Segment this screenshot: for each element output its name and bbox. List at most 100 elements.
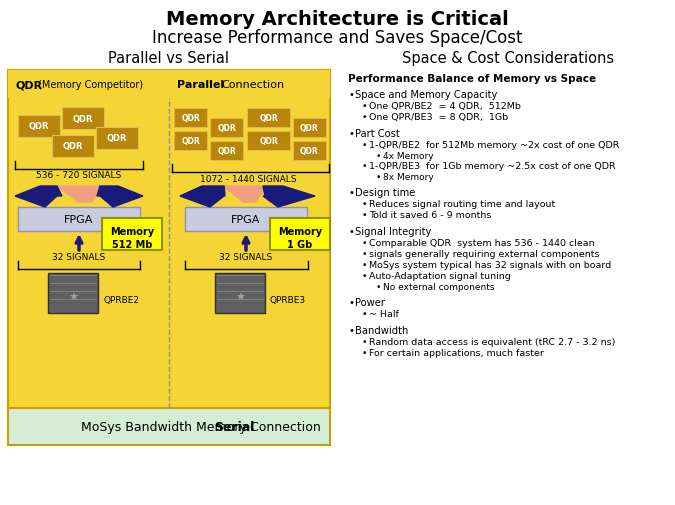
- Text: •: •: [348, 227, 354, 236]
- Text: •: •: [348, 297, 354, 308]
- FancyBboxPatch shape: [96, 128, 138, 149]
- Text: •: •: [362, 102, 367, 111]
- Polygon shape: [97, 187, 143, 196]
- Polygon shape: [180, 187, 225, 196]
- FancyBboxPatch shape: [8, 71, 330, 410]
- Text: 4x Memory: 4x Memory: [383, 152, 433, 161]
- Text: MoSys system typical has 32 signals with on board: MoSys system typical has 32 signals with…: [369, 261, 612, 270]
- Text: QDR: QDR: [107, 134, 128, 143]
- FancyBboxPatch shape: [270, 219, 330, 250]
- Polygon shape: [263, 196, 315, 208]
- Text: 1-QPR/BE3  for 1Gb memory ~2.5x cost of one QDR: 1-QPR/BE3 for 1Gb memory ~2.5x cost of o…: [369, 162, 616, 171]
- Text: QPRBE2: QPRBE2: [103, 296, 139, 305]
- Text: QDR: QDR: [29, 122, 49, 131]
- Text: No external components: No external components: [383, 282, 495, 291]
- Text: QDR: QDR: [300, 124, 319, 133]
- Polygon shape: [221, 187, 263, 203]
- Polygon shape: [15, 187, 62, 196]
- Text: •: •: [362, 113, 367, 122]
- Text: Connection: Connection: [246, 421, 321, 434]
- Text: Memory Architecture is Critical: Memory Architecture is Critical: [165, 10, 508, 28]
- Text: QDR: QDR: [15, 80, 42, 90]
- FancyBboxPatch shape: [210, 119, 243, 138]
- FancyBboxPatch shape: [18, 208, 140, 231]
- FancyBboxPatch shape: [18, 116, 60, 138]
- FancyBboxPatch shape: [293, 119, 326, 138]
- FancyBboxPatch shape: [8, 408, 330, 445]
- Text: Increase Performance and Saves Space/Cost: Increase Performance and Saves Space/Cos…: [152, 29, 522, 47]
- FancyBboxPatch shape: [185, 208, 307, 231]
- FancyBboxPatch shape: [174, 109, 207, 128]
- Text: •: •: [362, 238, 367, 247]
- Text: Signal Integrity: Signal Integrity: [355, 227, 431, 236]
- Text: 8x Memory: 8x Memory: [383, 173, 434, 182]
- Polygon shape: [15, 196, 57, 208]
- FancyBboxPatch shape: [247, 109, 290, 128]
- Text: Reduces signal routing time and layout: Reduces signal routing time and layout: [369, 199, 556, 209]
- Text: •: •: [362, 310, 367, 318]
- Text: (Memory Competitor): (Memory Competitor): [38, 80, 143, 90]
- Text: •: •: [362, 348, 367, 358]
- Text: ★: ★: [235, 292, 245, 302]
- FancyBboxPatch shape: [210, 142, 243, 161]
- Text: ★: ★: [68, 292, 78, 302]
- Text: Part Cost: Part Cost: [355, 129, 400, 139]
- Text: QDR: QDR: [259, 114, 278, 123]
- Text: Parallel vs Serial: Parallel vs Serial: [107, 50, 229, 65]
- Text: QDR: QDR: [63, 142, 83, 151]
- FancyBboxPatch shape: [247, 132, 290, 150]
- Polygon shape: [100, 196, 143, 208]
- Text: FPGA: FPGA: [64, 215, 94, 225]
- Text: For certain applications, much faster: For certain applications, much faster: [369, 348, 544, 358]
- Text: •: •: [362, 261, 367, 270]
- Text: Design time: Design time: [355, 188, 415, 197]
- Text: One QPR/BE2  = 4 QDR,  512Mb: One QPR/BE2 = 4 QDR, 512Mb: [369, 102, 521, 111]
- Text: QPRBE3: QPRBE3: [270, 296, 306, 305]
- Text: •: •: [348, 188, 354, 197]
- Text: Auto-Adaptation signal tuning: Auto-Adaptation signal tuning: [369, 272, 511, 280]
- Polygon shape: [57, 187, 100, 203]
- FancyBboxPatch shape: [293, 142, 326, 161]
- Text: QDR: QDR: [73, 114, 93, 123]
- Text: Power: Power: [355, 297, 385, 308]
- Text: Comparable QDR  system has 536 - 1440 clean: Comparable QDR system has 536 - 1440 cle…: [369, 238, 595, 247]
- Text: 1-QPR/BE2  for 512Mb memory ~2x cost of one QDR: 1-QPR/BE2 for 512Mb memory ~2x cost of o…: [369, 141, 620, 149]
- Polygon shape: [180, 196, 224, 208]
- Text: QDR: QDR: [217, 124, 236, 133]
- Text: Space & Cost Considerations: Space & Cost Considerations: [402, 50, 614, 65]
- Text: Bandwidth: Bandwidth: [355, 325, 408, 335]
- Text: 536 - 720 SIGNALS: 536 - 720 SIGNALS: [36, 171, 122, 180]
- Text: •: •: [362, 141, 367, 149]
- Text: Connection: Connection: [221, 80, 284, 90]
- Text: 32 SIGNALS: 32 SIGNALS: [53, 253, 105, 262]
- Text: •: •: [362, 272, 367, 280]
- Text: One QPR/BE3  = 8 QDR,  1Gb: One QPR/BE3 = 8 QDR, 1Gb: [369, 113, 508, 122]
- Text: •: •: [348, 325, 354, 335]
- Text: QDR: QDR: [181, 114, 200, 123]
- Text: MoSys Bandwidth Memory: MoSys Bandwidth Memory: [81, 421, 250, 434]
- FancyBboxPatch shape: [174, 132, 207, 150]
- Text: QDR: QDR: [259, 137, 278, 146]
- FancyBboxPatch shape: [8, 71, 330, 99]
- Text: QDR: QDR: [300, 147, 319, 156]
- Text: Random data access is equivalent (tRC 2.7 - 3.2 ns): Random data access is equivalent (tRC 2.…: [369, 337, 616, 346]
- Text: Serial: Serial: [214, 421, 254, 434]
- Text: •: •: [348, 129, 354, 139]
- Text: QDR: QDR: [181, 137, 200, 146]
- Text: •: •: [362, 337, 367, 346]
- FancyBboxPatch shape: [52, 136, 94, 158]
- Text: Memory: Memory: [110, 227, 154, 236]
- Text: •: •: [376, 282, 381, 291]
- Text: 512 Mb: 512 Mb: [112, 239, 152, 249]
- Text: Memory: Memory: [278, 227, 322, 236]
- Text: 1 Gb: 1 Gb: [288, 239, 313, 249]
- Text: signals generally requiring external components: signals generally requiring external com…: [369, 249, 599, 259]
- Text: •: •: [348, 90, 354, 100]
- Text: •: •: [362, 211, 367, 220]
- Text: •: •: [376, 152, 381, 161]
- Text: •: •: [362, 249, 367, 259]
- FancyBboxPatch shape: [62, 108, 104, 130]
- Text: 32 SIGNALS: 32 SIGNALS: [219, 253, 273, 262]
- Text: 1072 - 1440 SIGNALS: 1072 - 1440 SIGNALS: [200, 174, 296, 183]
- Polygon shape: [263, 187, 315, 196]
